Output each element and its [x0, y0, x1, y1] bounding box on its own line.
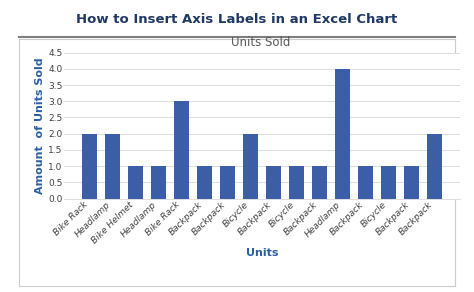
Bar: [151, 166, 166, 199]
Text: Units Sold: Units Sold: [231, 36, 291, 50]
Bar: [220, 166, 235, 199]
Bar: [427, 134, 442, 199]
Bar: [105, 134, 120, 199]
Bar: [381, 166, 396, 199]
Bar: [82, 134, 97, 199]
Y-axis label: Amount  of Units Sold: Amount of Units Sold: [36, 57, 46, 194]
Bar: [312, 166, 327, 199]
Bar: [266, 166, 281, 199]
Bar: [197, 166, 212, 199]
Bar: [128, 166, 143, 199]
Bar: [243, 134, 258, 199]
Bar: [174, 101, 189, 199]
Bar: [335, 69, 350, 199]
Bar: [289, 166, 304, 199]
Text: How to Insert Axis Labels in an Excel Chart: How to Insert Axis Labels in an Excel Ch…: [76, 13, 398, 26]
Bar: [358, 166, 373, 199]
X-axis label: Units: Units: [246, 248, 278, 258]
Bar: [404, 166, 419, 199]
